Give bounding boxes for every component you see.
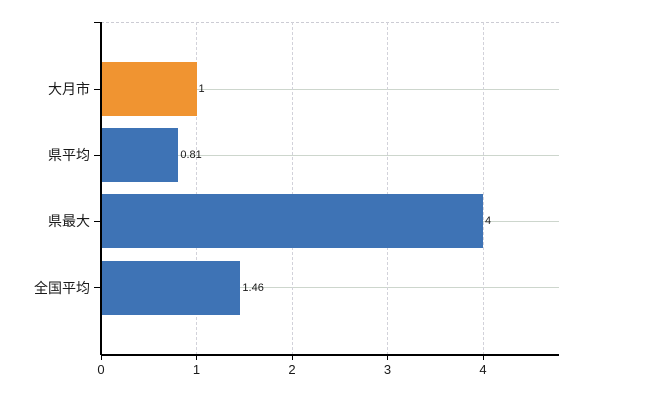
x-axis-tick-label: 2 — [288, 362, 296, 377]
y-axis-tick — [93, 88, 101, 90]
vertical-gridline — [196, 22, 197, 355]
category-label: 県最大 — [48, 213, 90, 230]
x-axis-tick — [291, 355, 293, 360]
bar-0 — [101, 62, 197, 116]
y-axis-tick — [93, 287, 101, 289]
x-axis-tick-label: 3 — [383, 362, 392, 377]
vertical-gridline — [482, 22, 484, 355]
category-label: 全国平均 — [34, 279, 90, 296]
y-axis-tick — [93, 220, 101, 222]
bar-1 — [101, 128, 179, 183]
horizontal-gridline — [100, 154, 559, 156]
category-label: 大月市 — [48, 81, 90, 97]
vertical-gridline — [291, 22, 293, 355]
x-axis-tick — [482, 355, 484, 360]
x-axis-line — [100, 354, 559, 356]
horizontal-gridline — [100, 88, 559, 90]
y-axis-top-tick — [93, 21, 101, 23]
bar-2 — [101, 194, 483, 249]
x-axis-tick-label: 0 — [97, 362, 105, 377]
x-axis-tick-label: 4 — [479, 362, 487, 377]
bar-value-label: 0.81 — [180, 149, 202, 162]
plot-top-border — [100, 22, 559, 23]
y-axis-line — [99, 22, 102, 355]
bar-value-label: 1.46 — [242, 281, 264, 294]
x-axis-tick — [387, 355, 388, 360]
x-axis-tick — [196, 355, 197, 360]
bar-value-label: 1 — [198, 83, 205, 95]
category-label: 県平均 — [48, 147, 90, 164]
vertical-gridline — [387, 22, 388, 355]
x-axis-tick-label: 1 — [192, 362, 201, 377]
y-axis-tick — [93, 154, 101, 156]
bar-value-label: 4 — [485, 215, 492, 228]
bar-3 — [101, 260, 241, 315]
horizontal-gridline — [100, 287, 559, 289]
x-axis-tick — [100, 355, 102, 360]
